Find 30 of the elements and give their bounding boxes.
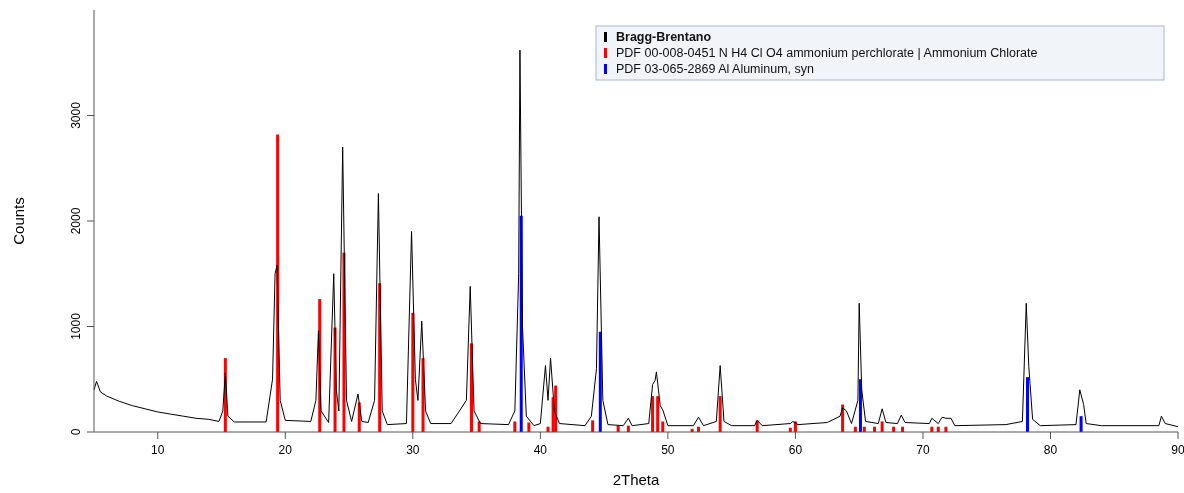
- y-tick-label: 0: [69, 428, 83, 436]
- x-tick-label: 60: [788, 443, 803, 457]
- line-series: [93, 49, 1179, 428]
- bar: [880, 421, 884, 432]
- x-tick-label: 80: [1043, 443, 1058, 457]
- bar: [718, 396, 722, 432]
- bar: [411, 312, 415, 432]
- y-tick-label: 2000: [69, 207, 83, 235]
- legend-label: PDF 03-065-2869 Al Aluminum, syn: [616, 62, 815, 76]
- x-tick-label: 40: [533, 443, 548, 457]
- x-tick-label: 70: [916, 443, 930, 457]
- x-tick-label: 10: [151, 443, 165, 457]
- bar: [1026, 377, 1030, 432]
- bar: [858, 379, 862, 432]
- y-tick-label: 1000: [69, 312, 83, 340]
- bar: [513, 421, 517, 432]
- bar: [656, 396, 660, 432]
- x-tick-label: 50: [661, 443, 675, 457]
- bar: [591, 420, 595, 432]
- y-tick-label: 3000: [69, 101, 83, 129]
- bar: [651, 396, 655, 432]
- legend-label: PDF 00-008-0451 N H4 Cl O4 ammonium perchlorate | Ammonium Chlorate: [616, 46, 1038, 60]
- bar: [661, 421, 665, 432]
- x-axis-title: 2Theta: [612, 471, 661, 488]
- y-axis-title: Counts: [10, 197, 27, 245]
- legend-label: Bragg-Brentano: [616, 30, 712, 44]
- x-tick-label: 90: [1171, 443, 1184, 457]
- bar: [1079, 416, 1083, 432]
- x-tick-label: 30: [406, 443, 420, 457]
- x-tick-label: 20: [278, 443, 293, 457]
